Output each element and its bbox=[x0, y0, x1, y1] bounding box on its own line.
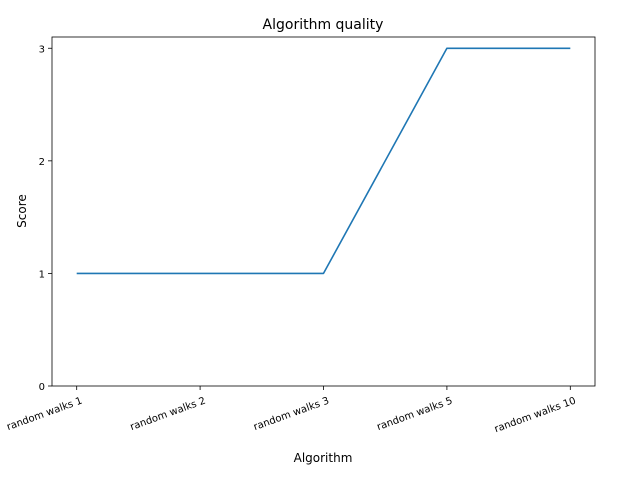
chart-title: Algorithm quality bbox=[263, 17, 384, 33]
y-tick-label: 0 bbox=[39, 382, 45, 393]
series-group bbox=[76, 47, 571, 275]
x-tick-label: random walks 5 bbox=[376, 396, 455, 434]
x-tick-label: random walks 10 bbox=[493, 396, 578, 436]
x-tick-label: random walks 2 bbox=[129, 396, 208, 434]
y-axis-ticks: 0 1 2 3 bbox=[39, 44, 52, 393]
x-tick-label: random walks 1 bbox=[5, 396, 84, 434]
y-tick-label: 3 bbox=[39, 44, 45, 55]
y-tick-label: 2 bbox=[39, 157, 45, 168]
plot-area-frame bbox=[51, 36, 596, 387]
y-tick-label: 1 bbox=[39, 269, 45, 280]
x-tick-label: random walks 3 bbox=[252, 396, 331, 434]
x-axis-label: Algorithm bbox=[294, 451, 353, 465]
series-line bbox=[76, 47, 571, 275]
y-axis-label: Score bbox=[15, 194, 29, 228]
x-axis-ticks: random walks 1 random walks 2 random walks… bbox=[5, 386, 578, 436]
